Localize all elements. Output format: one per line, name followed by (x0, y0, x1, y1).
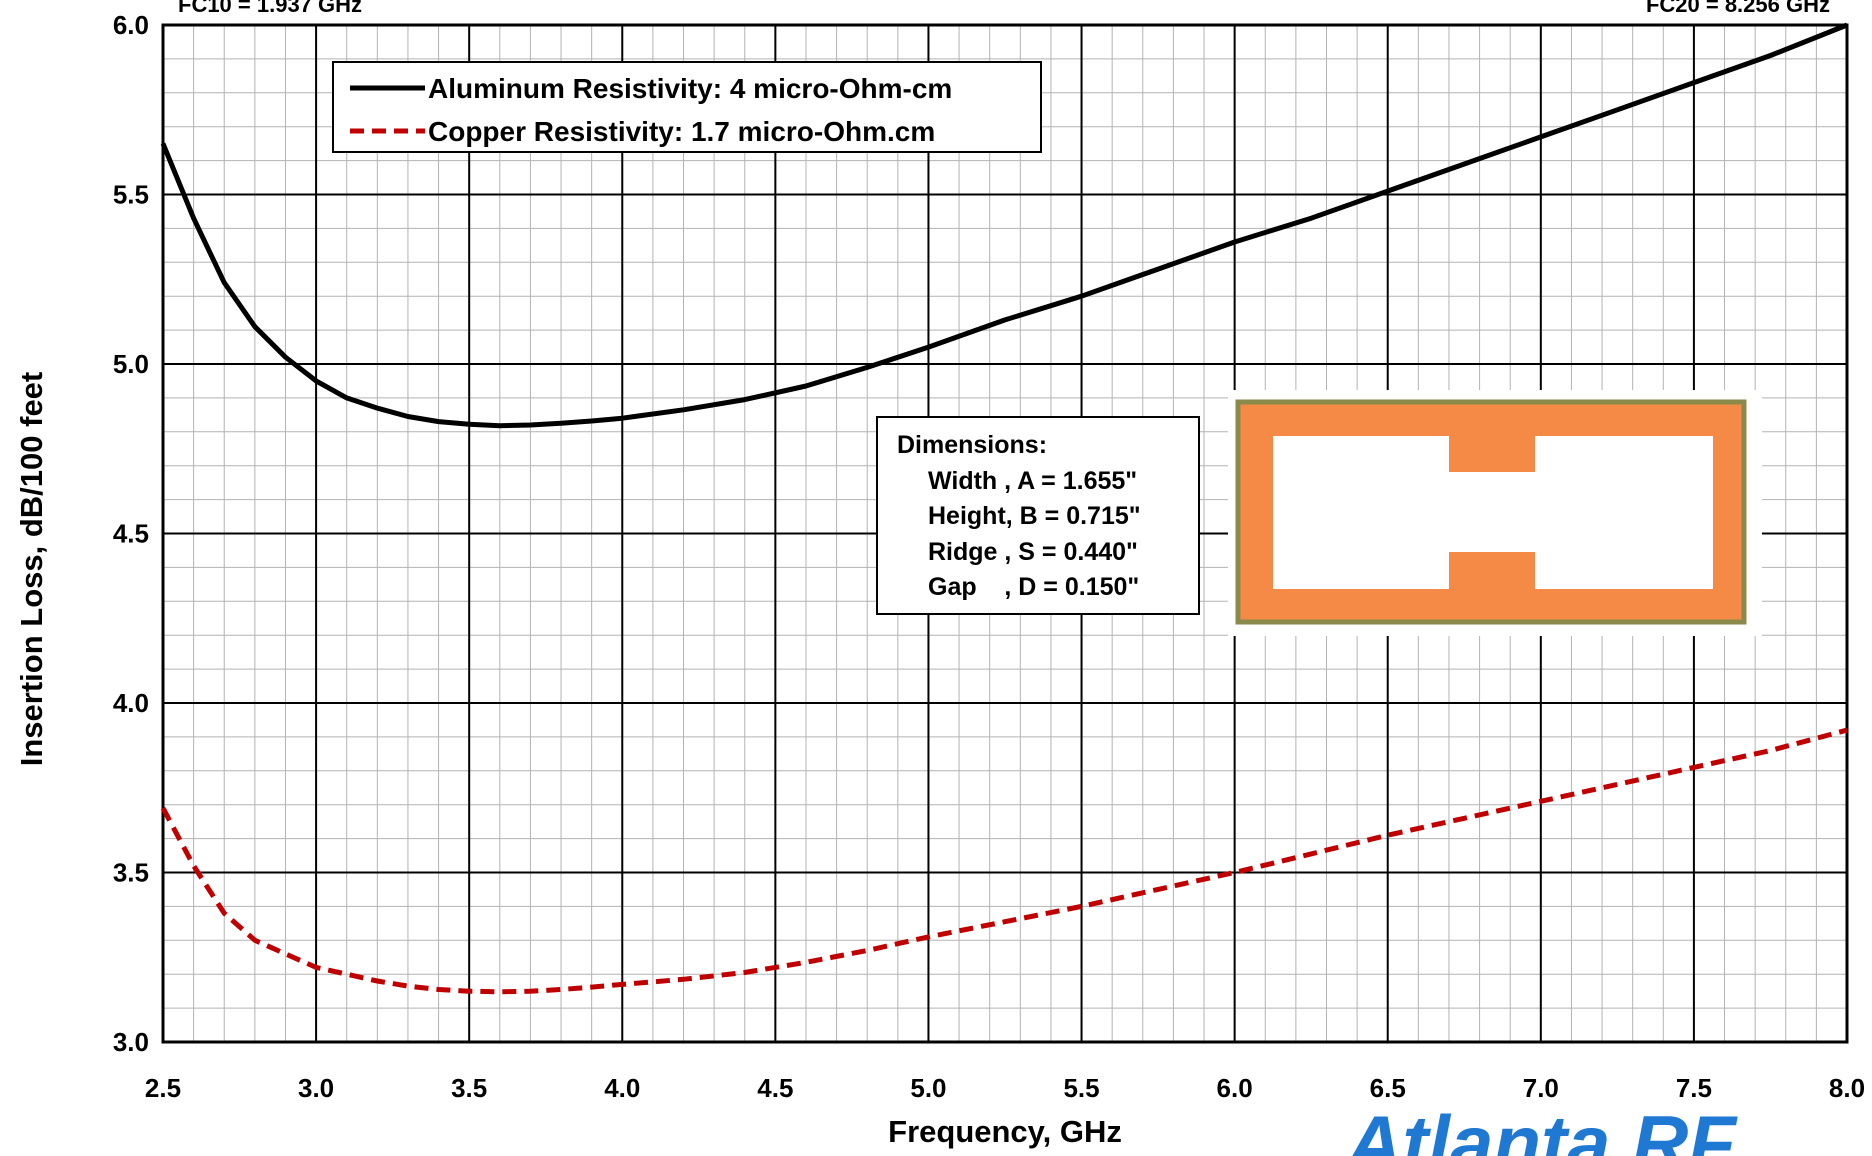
x-tick-label: 5.5 (1063, 1073, 1099, 1103)
plot-frame (161, 23, 1849, 1044)
x-tick-label: 7.0 (1523, 1073, 1559, 1103)
legend-box (332, 61, 1042, 153)
fc20-annotation: FC20 = 8.256 GHz (1646, 0, 1830, 17)
dimension-height: Height, B = 0.715" (928, 502, 1141, 530)
x-tick-label: 4.5 (757, 1073, 793, 1103)
y-tick-label: 3.5 (113, 858, 149, 888)
y-tick-label: 4.0 (113, 688, 149, 718)
dimensions-box: Dimensions: Width , A = 1.655" Height, B… (876, 416, 1200, 615)
x-tick-label: 7.5 (1676, 1073, 1712, 1103)
y-tick-label: 5.5 (113, 180, 149, 210)
legend-label-aluminum: Aluminum Resistivity: 4 micro-Ohm-cm (428, 73, 952, 104)
dimension-ridge: Ridge , S = 0.440" (928, 538, 1138, 566)
x-tick-label: 5.0 (910, 1073, 946, 1103)
dimension-gap: Gap , D = 0.150" (928, 573, 1139, 601)
y-tick-labels: 3.0 3.5 4.0 4.5 5.0 5.5 6.0 (113, 10, 149, 1057)
x-axis-title: Frequency, GHz (888, 1114, 1122, 1149)
series-layer (160, 22, 1848, 995)
y-tick-label: 3.0 (113, 1027, 149, 1057)
waveguide-inner-cavity (1273, 436, 1713, 589)
x-tick-label: 8.0 (1829, 1073, 1865, 1103)
x-tick-labels: 2.5 3.0 3.5 4.0 4.5 5.0 5.5 6.0 6.5 7.0 7.5 8.0 (145, 1073, 1865, 1103)
dimension-width: Width , A = 1.655" (928, 467, 1137, 495)
x-tick-label: 3.5 (451, 1073, 487, 1103)
y-tick-label: 4.5 (113, 519, 149, 549)
dimensions-frame (876, 416, 1200, 615)
x-tick-label: 6.0 (1217, 1073, 1253, 1103)
y-tick-label: 6.0 (113, 10, 149, 40)
x-tick-label: 6.5 (1370, 1073, 1406, 1103)
legend-label-copper: Copper Resistivity: 1.7 micro-Ohm.cm (428, 116, 935, 147)
dimensions-title: Dimensions: (897, 431, 1047, 459)
aluminum-series-line (160, 22, 1848, 429)
legend: Aluminum Resistivity: 4 micro-Ohm-cm Cop… (332, 61, 1042, 153)
y-tick-label: 5.0 (113, 349, 149, 379)
y-axis-title: Insertion Loss, dB/100 feet (14, 372, 49, 767)
x-tick-label: 2.5 (145, 1073, 181, 1103)
atlanta-rf-logo: Atlanta RF (1344, 1099, 1738, 1156)
x-tick-label: 3.0 (298, 1073, 334, 1103)
copper-series-line (160, 727, 1848, 995)
x-tick-label: 4.0 (604, 1073, 640, 1103)
ridge-waveguide-diagram (1228, 390, 1762, 636)
fc10-annotation: FC10 = 1.937 GHz (178, 0, 362, 17)
